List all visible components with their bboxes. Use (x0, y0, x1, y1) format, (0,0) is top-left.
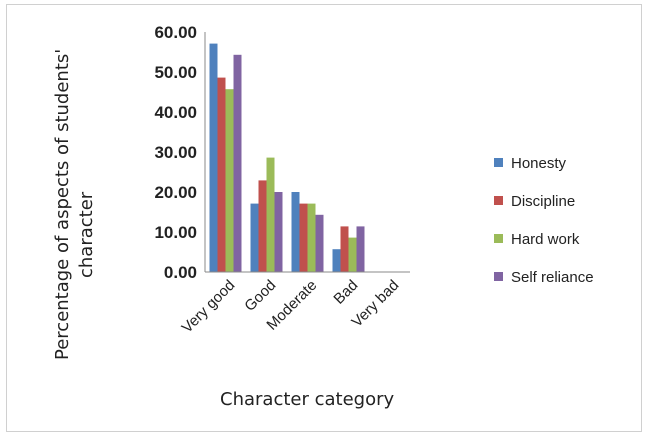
legend-label: Hard work (511, 231, 580, 248)
bar-discipline (340, 226, 349, 272)
bar-honesty (250, 203, 259, 272)
legend-label: Honesty (511, 155, 567, 172)
category-label: Good (241, 277, 279, 315)
category-label: Bad (330, 277, 361, 308)
y-axis-title-line2: character (76, 191, 97, 278)
bar-honesty (291, 192, 300, 272)
y-tick-label: 0.00 (164, 263, 197, 282)
bar-self-reliance (356, 226, 365, 272)
y-axis-title-line1: Percentage of aspects of students' (52, 49, 73, 360)
legend: Honesty Discipline Hard work Self reliance (494, 155, 594, 286)
bars (209, 43, 365, 272)
y-tick-label: 60.00 (154, 23, 197, 42)
bar-discipline (299, 203, 308, 272)
bar-hard-work (348, 237, 357, 272)
legend-swatch (494, 234, 503, 243)
x-axis-title: Character category (220, 389, 394, 410)
chart-frame (6, 4, 642, 432)
category-label: Very good (179, 277, 239, 337)
bar-hard-work (225, 89, 234, 272)
bar-discipline (258, 180, 267, 272)
legend-label: Discipline (511, 193, 575, 210)
legend-swatch (494, 272, 503, 281)
legend-swatch (494, 158, 503, 167)
y-tick-labels: 0.00 10.00 20.00 30.00 40.00 50.00 60.00 (154, 23, 197, 282)
bar-self-reliance (315, 214, 324, 272)
legend-label: Self reliance (511, 269, 594, 286)
y-tick-label: 10.00 (154, 223, 197, 242)
bar-hard-work (266, 157, 275, 272)
y-tick-label: 20.00 (154, 183, 197, 202)
bar-discipline (217, 77, 226, 272)
bar-honesty (332, 249, 341, 272)
bar-self-reliance (233, 54, 242, 272)
y-tick-label: 30.00 (154, 143, 197, 162)
bar-hard-work (307, 203, 316, 272)
bar-self-reliance (274, 192, 283, 272)
bar-honesty (209, 43, 218, 272)
legend-swatch (494, 196, 503, 205)
y-tick-label: 40.00 (154, 103, 197, 122)
y-tick-label: 50.00 (154, 63, 197, 82)
